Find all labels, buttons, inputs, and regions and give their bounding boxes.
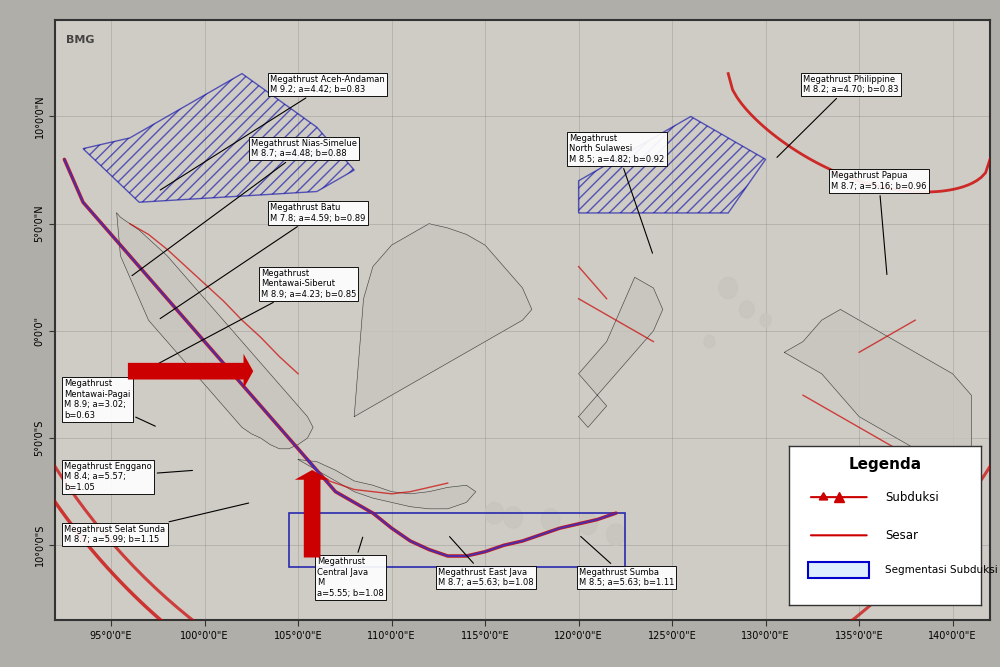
Text: Megathrust Aceh-Andaman
M 9.2; a=4.42; b=0.83: Megathrust Aceh-Andaman M 9.2; a=4.42; b…: [160, 75, 385, 190]
Circle shape: [579, 513, 597, 534]
Circle shape: [504, 507, 522, 528]
Circle shape: [541, 509, 560, 530]
Text: Megathrust Philippine
M 8.2; a=4.70; b=0.83: Megathrust Philippine M 8.2; a=4.70; b=0…: [777, 75, 899, 157]
Text: Megathrust
Central Java
M
a=5.55; b=1.08: Megathrust Central Java M a=5.55; b=1.08: [317, 537, 384, 598]
Text: Megathrust East Java
M 8.7; a=5.63; b=1.08: Megathrust East Java M 8.7; a=5.63; b=1.…: [438, 537, 534, 587]
Polygon shape: [579, 277, 663, 428]
Polygon shape: [117, 213, 313, 449]
Text: Megathrust Enggano
M 8.4; a=5.57;
b=1.05: Megathrust Enggano M 8.4; a=5.57; b=1.05: [64, 462, 192, 492]
Circle shape: [485, 502, 504, 524]
Circle shape: [607, 524, 625, 546]
Circle shape: [704, 336, 715, 348]
Text: Megathrust
North Sulawesi
M 8.5; a=4.82; b=0.92: Megathrust North Sulawesi M 8.5; a=4.82;…: [569, 134, 665, 253]
Text: Megathrust
Mentawai-Pagai
M 8.9; a=3.02;
b=0.63: Megathrust Mentawai-Pagai M 8.9; a=3.02;…: [64, 380, 155, 426]
Text: Megathrust Selat Sunda
M 8.7; a=5.99; b=1.15: Megathrust Selat Sunda M 8.7; a=5.99; b=…: [64, 503, 249, 544]
Text: Megathrust Batu
M 7.8; a=4.59; b=0.89: Megathrust Batu M 7.8; a=4.59; b=0.89: [160, 203, 365, 319]
Bar: [289, 513, 625, 567]
Polygon shape: [784, 309, 971, 481]
Polygon shape: [354, 223, 532, 417]
Text: Megathrust Sumba
M 8.5; a=5.63; b=1.11: Megathrust Sumba M 8.5; a=5.63; b=1.11: [579, 536, 674, 587]
Polygon shape: [298, 460, 476, 509]
Text: Megathrust
Mentawai-Siberut
M 8.9; a=4.23; b=0.85: Megathrust Mentawai-Siberut M 8.9; a=4.2…: [142, 269, 356, 372]
Text: BMG: BMG: [66, 35, 95, 45]
Circle shape: [719, 277, 738, 299]
Text: Megathrust Papua
M 8.7; a=5.16; b=0.96: Megathrust Papua M 8.7; a=5.16; b=0.96: [831, 171, 927, 275]
Text: Megathrust Nias-Simelue
M 8.7; a=4.48; b=0.88: Megathrust Nias-Simelue M 8.7; a=4.48; b…: [132, 139, 357, 275]
Circle shape: [760, 313, 771, 327]
Circle shape: [739, 301, 754, 318]
